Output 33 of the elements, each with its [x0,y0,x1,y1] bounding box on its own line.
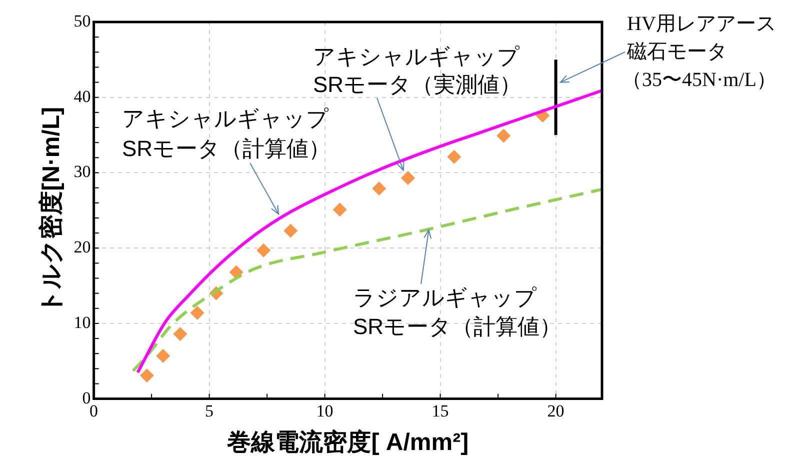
point [190,306,204,320]
text: （35〜45N·m/L） [622,69,776,91]
text: HV用レアアース [627,13,776,35]
point [156,348,170,363]
x-tick-label: 10 [316,401,334,420]
annotation: ラジアルギャップ [353,285,537,310]
y-tick-label: 40 [74,86,91,106]
annotation: SRモータ（実測値） [313,72,522,97]
point [400,170,415,185]
x-tick-label: 5 [205,401,214,420]
x-tick-label: 20 [547,401,564,420]
y-tick-label: 0 [82,388,91,408]
y-tick-label: 20 [74,238,91,257]
point [140,368,154,382]
y-tick-label: 50 [74,11,91,30]
x-axis-title: 巻線電流密度[ A/mm²] [226,429,469,456]
point [372,182,386,196]
point [332,202,347,217]
y-axis-title: トルク密度[N·m/L] [38,106,66,314]
annotation: SRモータ（計算値） [122,136,331,161]
point [496,128,511,143]
line-series [132,188,602,372]
point [256,243,271,258]
point [284,224,298,238]
annotation: アキシャルギャップ [313,44,520,69]
annotation: 磁石モータ [626,41,727,63]
y-tick-label: 10 [74,312,91,332]
point [447,150,462,164]
point [173,326,188,341]
annotation: アキシャルギャップ [122,106,329,131]
annotation: SRモータ（計算値） [353,314,562,339]
x-tick-label: 15 [432,401,449,420]
y-tick-label: 30 [74,162,91,182]
